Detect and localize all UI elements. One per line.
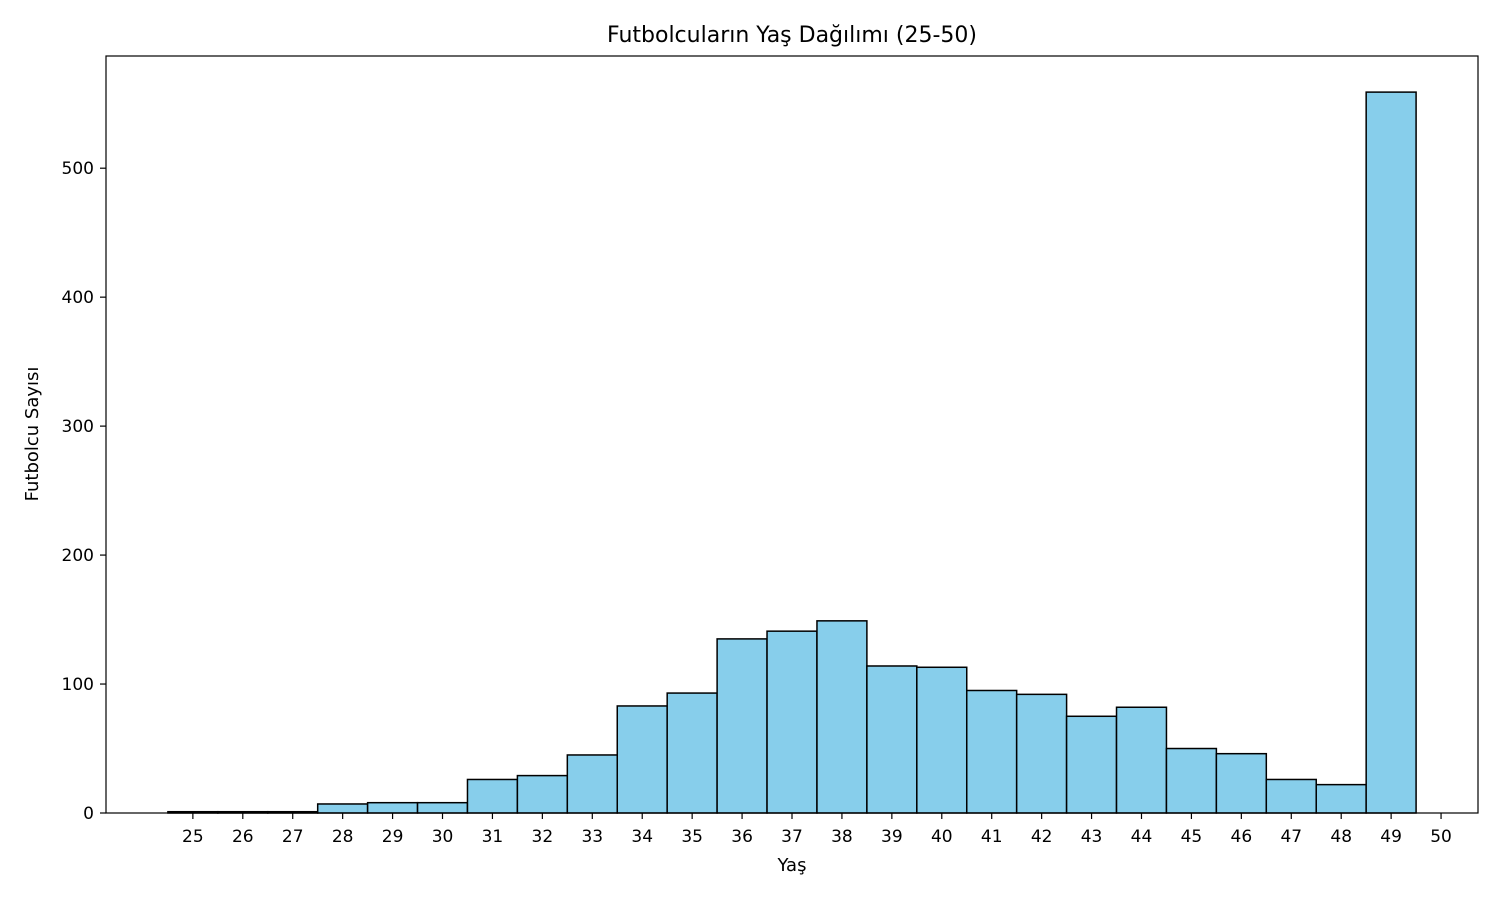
y-tick-label: 200: [62, 546, 94, 566]
x-tick-label: 28: [332, 827, 354, 847]
x-tick-label: 34: [631, 827, 653, 847]
bar-age-32: [516, 774, 569, 814]
x-tick-label: 40: [931, 827, 953, 847]
bar-age-34: [616, 705, 668, 814]
x-tick-label: 46: [1231, 827, 1253, 847]
y-axis-label: Futbolcu Sayısı: [22, 367, 43, 502]
x-tick-label: 26: [232, 827, 254, 847]
bar-age-30: [416, 801, 469, 814]
bar-age-29: [366, 801, 419, 814]
bar-age-33: [566, 754, 619, 814]
x-axis-label: Yaş: [777, 855, 807, 876]
x-tick-label: 41: [981, 827, 1003, 847]
bar-age-43: [1065, 715, 1118, 814]
bar-age-47: [1265, 778, 1317, 814]
bar-age-31: [466, 778, 519, 814]
bar-age-40: [916, 666, 968, 814]
bar-age-36: [716, 638, 768, 814]
bar-age-49: [1365, 91, 1417, 814]
y-tick-label: 500: [62, 159, 94, 179]
bar-age-44: [1115, 706, 1168, 814]
x-tick-label: 25: [182, 827, 204, 847]
y-tick-label: 0: [83, 804, 94, 824]
x-tick-label: 32: [532, 827, 554, 847]
x-tick-label: 49: [1380, 827, 1402, 847]
bar-age-28: [316, 803, 369, 814]
bar-age-38: [816, 620, 868, 814]
x-tick-label: 50: [1430, 827, 1452, 847]
bar-age-41: [965, 689, 1018, 814]
x-tick-label: 36: [731, 827, 753, 847]
chart-title: Futbolcuların Yaş Dağılımı (25-50): [607, 23, 977, 48]
x-ticks-group: 25 26 27 28 29 30 31 32 33 34 35 36 37 38 39 40 41 42 43 44…: [182, 813, 1452, 847]
x-tick-label: 35: [681, 827, 703, 847]
x-tick-label: 30: [432, 827, 454, 847]
x-tick-label: 27: [282, 827, 304, 847]
x-tick-label: 45: [1181, 827, 1203, 847]
bar-age-45: [1165, 747, 1218, 814]
bar-age-48: [1315, 783, 1367, 814]
x-tick-label: 33: [581, 827, 603, 847]
y-tick-label: 100: [62, 675, 94, 695]
x-tick-label: 42: [1031, 827, 1053, 847]
y-tick-label: 400: [62, 288, 94, 308]
x-tick-label: 44: [1131, 827, 1153, 847]
y-tick-label: 300: [62, 417, 94, 437]
x-tick-label: 37: [781, 827, 803, 847]
bar-age-46: [1215, 752, 1268, 814]
x-tick-label: 48: [1330, 827, 1352, 847]
bar-age-42: [1015, 693, 1068, 814]
x-tick-label: 38: [831, 827, 853, 847]
x-tick-label: 29: [382, 827, 404, 847]
x-tick-label: 31: [482, 827, 504, 847]
x-tick-label: 47: [1280, 827, 1302, 847]
bar-age-35: [666, 692, 718, 814]
y-ticks-group: 0 100 200 300 400 500: [62, 159, 106, 824]
bar-age-37: [766, 630, 818, 814]
bars-group: [167, 91, 1417, 814]
x-tick-label: 43: [1081, 827, 1103, 847]
x-tick-label: 39: [881, 827, 903, 847]
bar-age-39: [866, 665, 918, 814]
